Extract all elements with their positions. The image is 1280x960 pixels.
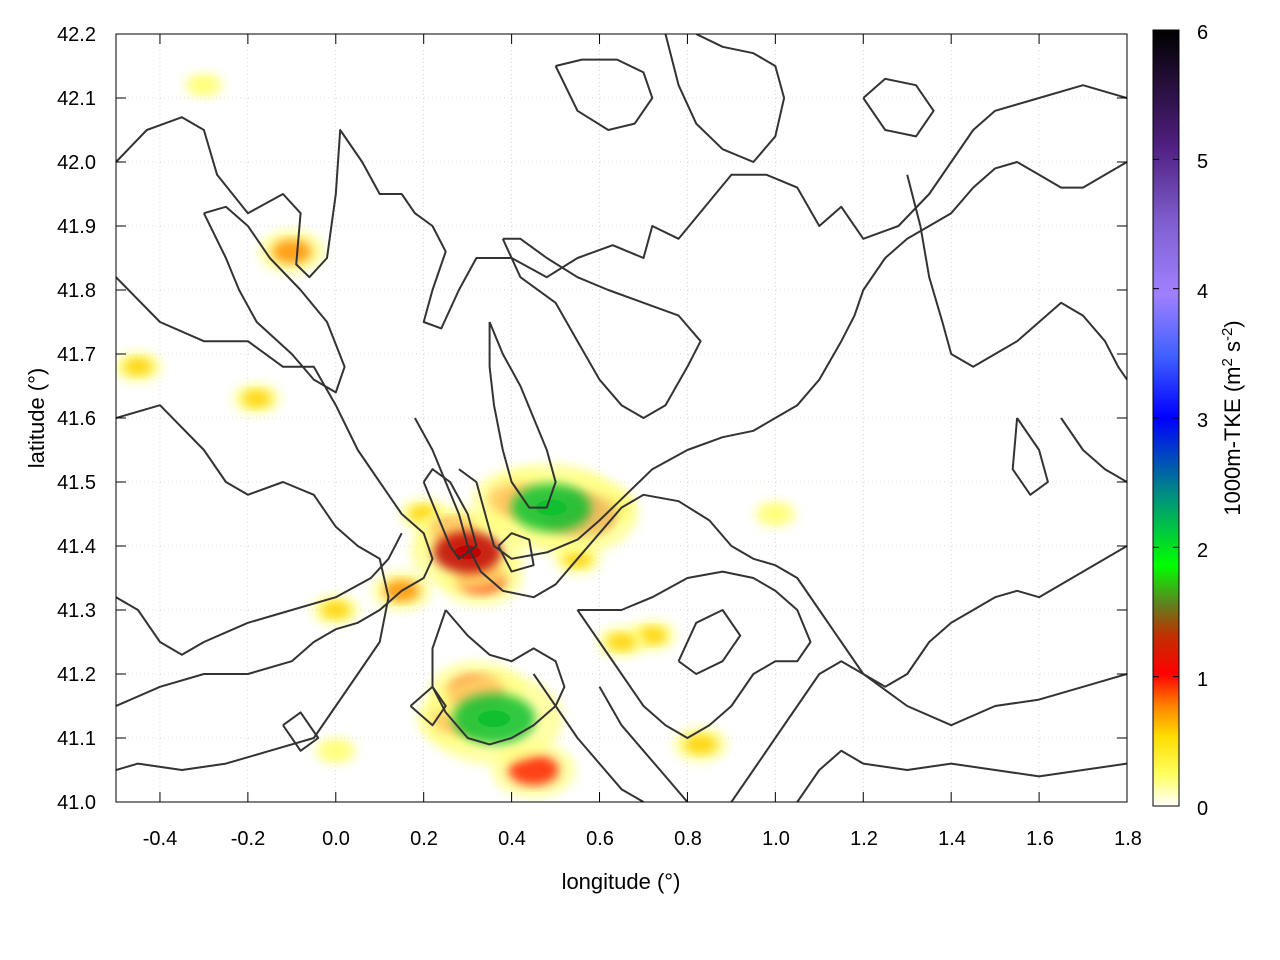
- terrain-contour-line: [598, 686, 689, 802]
- colorbar-tick-label: 0: [1197, 798, 1208, 820]
- y-tick-label: 42.2: [57, 24, 96, 46]
- tke-hotspot: [607, 633, 636, 651]
- x-tick-label: -0.4: [143, 828, 177, 850]
- colorbar-title: 1000m-TKE (m2 s-2): [1219, 320, 1245, 515]
- y-axis-title: latitude (°): [24, 368, 49, 469]
- terrain-contour-line: [664, 34, 786, 163]
- terrain-contour-line: [1011, 417, 1049, 496]
- plot-background: [116, 34, 1127, 802]
- terrain-contour-line: [458, 161, 1127, 560]
- terrain-contour-line: [554, 58, 654, 131]
- tke-heat-layer: [116, 72, 797, 798]
- colorbar-tick-label: 6: [1197, 22, 1208, 44]
- terrain-contour-line: [497, 532, 535, 573]
- terrain-contour-line: [532, 673, 645, 802]
- plot-area: [115, 33, 1128, 803]
- y-tick-label: 42.0: [57, 152, 96, 174]
- tke-hotspot: [321, 601, 351, 619]
- y-tick-label: 42.1: [57, 88, 96, 110]
- y-tick-label: 41.6: [57, 408, 96, 430]
- colorbar-tick-label: 4: [1197, 281, 1208, 303]
- colorbar-tick-label: 3: [1197, 410, 1208, 432]
- terrain-contour-line: [414, 417, 1127, 688]
- terrain-contour-line: [116, 84, 1127, 330]
- tke-hotspot: [242, 390, 272, 408]
- tke-hotspot: [123, 358, 153, 376]
- x-tick-label: 1.0: [762, 828, 790, 850]
- terrain-contour-line: [116, 404, 390, 771]
- terrain-contour-line: [431, 609, 566, 746]
- x-tick-label: 1.4: [938, 828, 966, 850]
- terrain-contour-line: [862, 77, 935, 138]
- tke-hotspot-core: [477, 710, 511, 728]
- terrain-contour-line: [677, 609, 742, 675]
- tke-hotspot: [272, 239, 312, 264]
- tke-hotspot: [762, 506, 788, 522]
- x-tick-label: -0.2: [231, 828, 265, 850]
- terrain-contour-line: [1060, 417, 1127, 483]
- x-tick-label: 0.4: [498, 828, 526, 850]
- y-tick-label: 41.8: [57, 280, 96, 302]
- x-tick-labels: -0.4 -0.2 0.0 0.2 0.4 0.6 0.8 1.0 1.2 1.…: [143, 828, 1142, 850]
- terrain-contour-line: [796, 749, 1127, 802]
- terrain-contour-line: [282, 711, 320, 752]
- x-tick-label: 0.0: [322, 828, 350, 850]
- terrain-contour-line: [422, 468, 478, 560]
- terrain-contour-line: [203, 205, 346, 394]
- tke-hotspot: [684, 734, 717, 755]
- y-tick-label: 41.5: [57, 472, 96, 494]
- terrain-contour-line: [116, 276, 434, 707]
- y-tick-label: 41.2: [57, 664, 96, 686]
- y-tick-label: 41.9: [57, 216, 96, 238]
- x-tick-label: 0.2: [410, 828, 438, 850]
- colorbar-tick-label: 1: [1197, 669, 1208, 691]
- colorbar-tick-labels: 0 1 2 3 4 5 6: [1197, 22, 1208, 820]
- x-tick-label: 1.2: [850, 828, 878, 850]
- y-tick-label: 41.1: [57, 728, 96, 750]
- tke-hotspot-core: [535, 499, 567, 516]
- terrain-contour-line: [116, 532, 403, 656]
- axis-ticks: [116, 33, 1128, 803]
- colorbar-tick-label: 5: [1197, 151, 1208, 173]
- terrain-contour-line: [501, 237, 702, 419]
- y-tick-label: 41.3: [57, 600, 96, 622]
- x-tick-label: 1.6: [1026, 828, 1054, 850]
- terrain-contour-line: [409, 685, 447, 727]
- x-tick-label: 0.6: [586, 828, 614, 850]
- colorbar-ticks: [1153, 29, 1179, 807]
- y-tick-label: 41.4: [57, 536, 96, 558]
- colorbar-tick-label: 2: [1197, 540, 1208, 562]
- x-tick-label: 1.8: [1114, 828, 1142, 850]
- terrain-contour-line: [906, 174, 1127, 381]
- y-tick-labels: 41.0 41.1 41.2 41.3 41.4 41.5 41.6 41.7 …: [57, 24, 96, 814]
- tke-hotspot: [323, 743, 349, 759]
- terrain-contour-line: [488, 321, 557, 509]
- y-tick-label: 41.0: [57, 792, 96, 814]
- tke-hotspot: [508, 754, 559, 786]
- x-axis-title: longitude (°): [562, 869, 681, 894]
- terrain-contour-line: [576, 570, 812, 739]
- colorbar: 0 1 2 3 4 5 6 1000m-TKE (m2 s-2): [1152, 22, 1245, 820]
- y-tick-label: 41.7: [57, 344, 96, 366]
- x-tick-label: 0.8: [674, 828, 702, 850]
- terrain-contour-line: [730, 660, 1127, 802]
- tke-hotspot: [192, 78, 216, 93]
- terrain-contours: [116, 34, 1127, 802]
